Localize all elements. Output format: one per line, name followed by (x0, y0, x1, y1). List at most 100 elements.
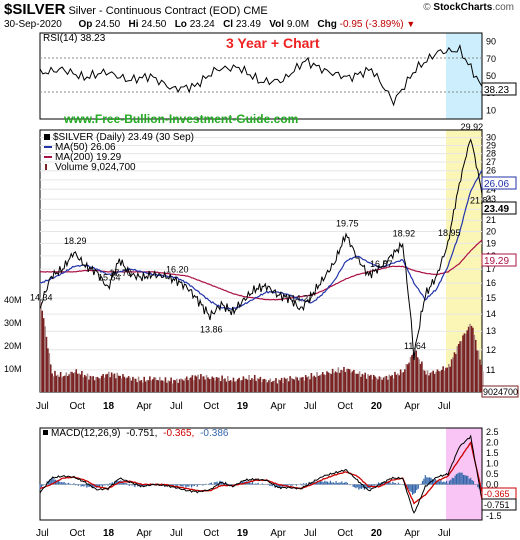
price-annotation-label: 14.34 (30, 293, 53, 303)
volume-bar (317, 375, 320, 392)
volume-bar (236, 379, 239, 392)
volume-bar (108, 371, 110, 392)
volume-bar (343, 366, 345, 392)
volume-bar (255, 380, 257, 392)
volume-bar (96, 376, 99, 392)
volume-bar (423, 370, 426, 392)
volume-bar (357, 373, 359, 392)
volume-bar (282, 383, 284, 392)
volume-bar (193, 380, 195, 392)
volume-bar (69, 371, 72, 392)
x-axis-bottom: Jul Oct 18 Apr Jul Oct 19 Apr Jul Oct 20 Apr Jul (36, 528, 451, 539)
volume-bar (380, 377, 382, 392)
volume-bar (117, 375, 120, 392)
volume-bar (232, 377, 235, 392)
volume-bar (360, 376, 362, 392)
chg-label: Chg (317, 19, 337, 30)
volume-bar (381, 379, 384, 392)
macd-y-axis: -1.5-1.0-0.50.00.51.01.52.02.5 (40, 427, 502, 521)
vol-label: Vol (269, 19, 285, 30)
volume-bar (374, 376, 376, 392)
volume-bar (323, 374, 325, 392)
volume-bar (446, 367, 449, 392)
volume-bar (132, 376, 134, 392)
volume-bar (177, 382, 180, 392)
volume-bar (244, 378, 246, 392)
price-tick-label: 23 (486, 194, 496, 204)
volume-bar (399, 369, 402, 392)
rsi-tick-label: 50 (486, 71, 496, 81)
x-tick-label: Apr (404, 528, 420, 539)
volume-tag: 9024700 (483, 387, 518, 397)
x-tick-label: Apr (136, 401, 152, 412)
volume-bar (134, 378, 137, 392)
volume-bar (465, 333, 467, 392)
volume-bar (217, 377, 219, 392)
volume-bar (40, 302, 42, 392)
volume-bar (201, 376, 204, 392)
volume-bar (287, 381, 290, 392)
volume-bar (246, 379, 249, 392)
brand-main: StockCharts (433, 2, 493, 13)
volume-bar (283, 377, 286, 392)
macd-highlight (446, 428, 482, 520)
volume-bar (211, 376, 214, 392)
price-tags: 26.06 23.49 19.29 9024700 (481, 176, 519, 398)
volume-bar (214, 380, 216, 392)
volume-bar (178, 379, 181, 392)
open-label: Op (78, 19, 93, 30)
volume-bar (355, 373, 358, 392)
volume-bar (180, 378, 182, 392)
volume-bar (115, 378, 117, 392)
macd-legend-swatch (43, 430, 48, 435)
volume-bar (219, 381, 222, 392)
volume-bar (391, 375, 393, 392)
x-tick-label: 20 (371, 401, 383, 412)
volume-bar (159, 376, 161, 392)
legend-price: $SILVER (Daily) 23.49 (30 Sep) (53, 132, 194, 143)
macd-tick-label: 0.5 (486, 469, 499, 479)
volume-tick-label: 40M (4, 295, 22, 305)
instrument-name: Silver - Continuous Contract (EOD) (68, 5, 241, 17)
rsi-value-tag-box (481, 82, 517, 96)
x-tick-label: 19 (237, 528, 249, 539)
volume-bar (176, 378, 178, 392)
volume-bar (191, 375, 194, 392)
volume-bar (321, 372, 324, 392)
volume-bar (140, 380, 143, 392)
volume-bar (110, 372, 113, 392)
volume-bar (429, 372, 432, 392)
volume-bar (228, 380, 231, 392)
rsi-tick-label: 70 (486, 54, 496, 64)
volume-bar (218, 377, 221, 392)
volume-bar (74, 372, 76, 392)
exchange-label: CME (243, 5, 268, 17)
volume-bar (42, 318, 45, 392)
volume-bar (401, 372, 403, 392)
volume-bar (289, 376, 291, 392)
volume-bar (224, 378, 226, 392)
volume-bar (207, 377, 209, 392)
volume-bar (340, 369, 342, 392)
volume-bar (412, 353, 415, 392)
volume-bar (93, 380, 96, 392)
legend-ma200: MA(200) 19.29 (55, 152, 122, 163)
volume-bar (72, 373, 75, 392)
volume-bar (92, 376, 95, 392)
volume-bar (363, 374, 365, 392)
x-tick-label: Apr (270, 401, 286, 412)
volume-bar (58, 376, 61, 392)
volume-bar (61, 377, 63, 392)
volume-bar (304, 375, 307, 392)
volume-bar (377, 379, 379, 392)
volume-bar (168, 381, 171, 392)
volume-bar (459, 341, 461, 392)
volume-bar (129, 377, 131, 392)
volume-bar (137, 376, 140, 392)
down-triangle-icon: ▼ (406, 19, 416, 29)
volume-bar (432, 370, 435, 392)
volume-bar (307, 376, 310, 392)
volume-bar (438, 371, 440, 392)
volume-bar (143, 376, 146, 392)
